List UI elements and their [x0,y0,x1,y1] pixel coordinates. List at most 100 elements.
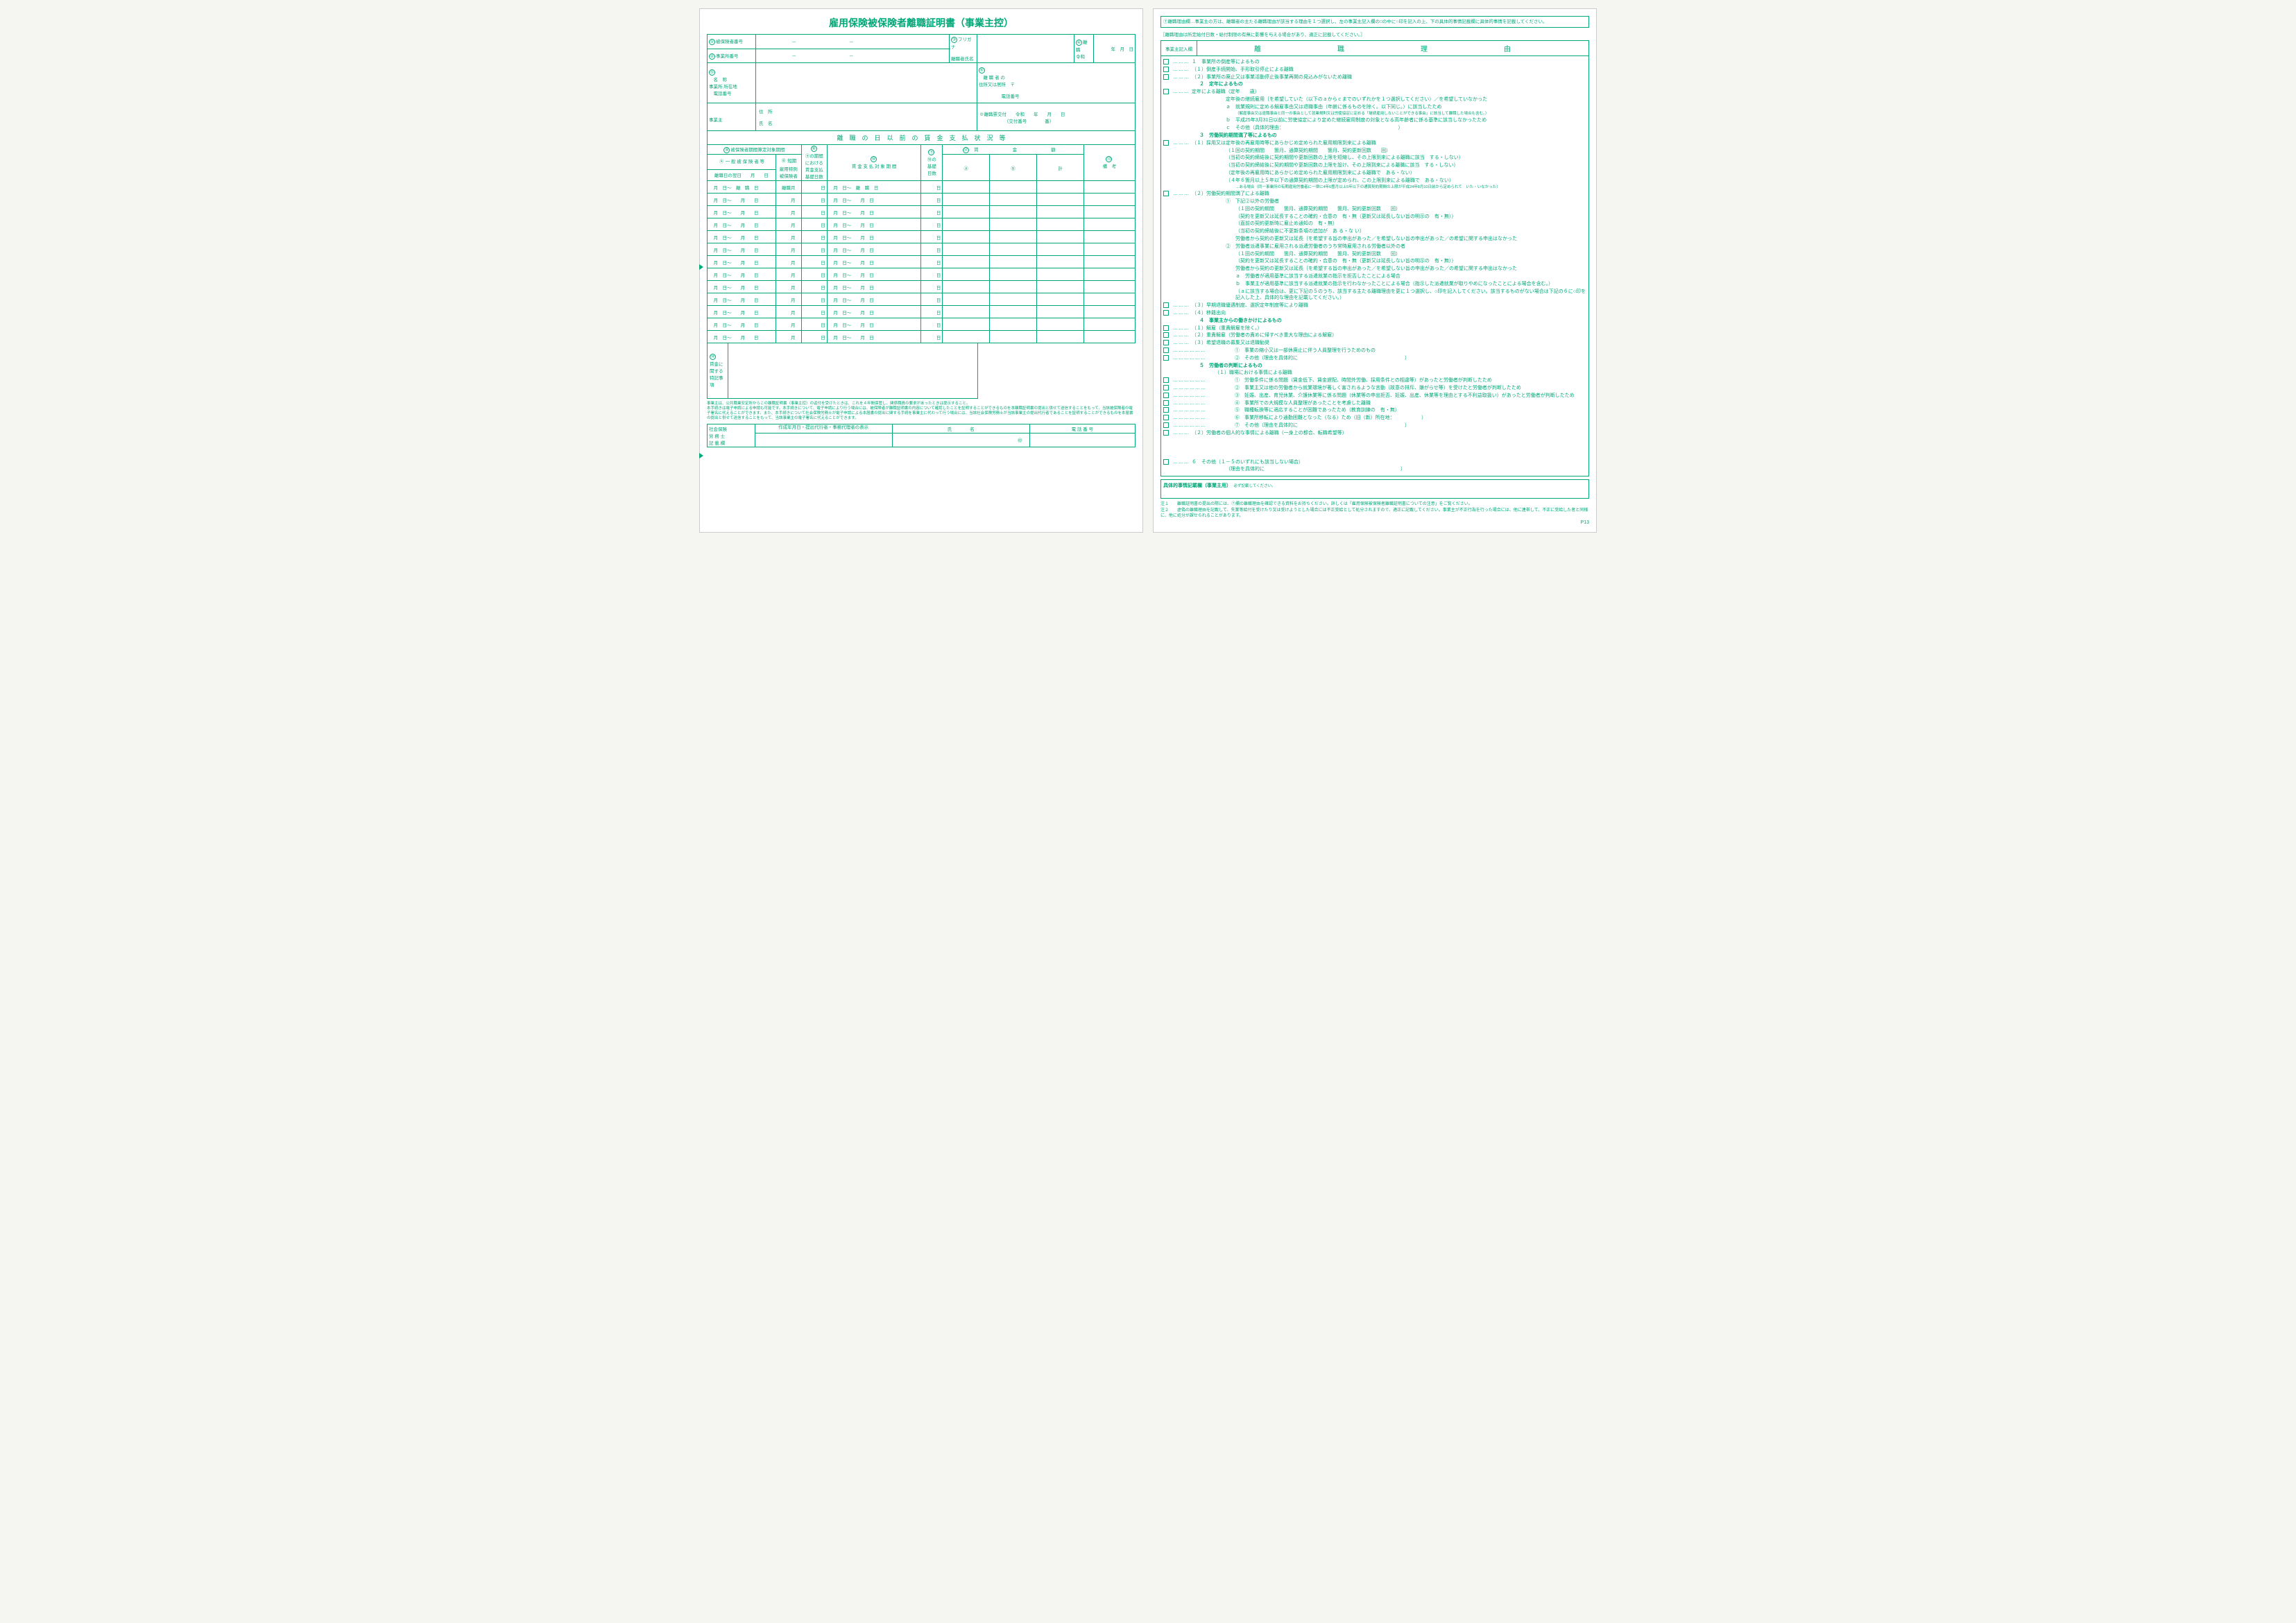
reason-line [1163,438,1586,458]
reason-line: ………………③ 妊娠、出産、育児休業、介護休業等に係る問題（休業等の申出拒否、妊… [1163,393,1586,400]
reason-line: ｂ 事業主が適用基準に該当する派遣就業の指示を行わなかったことによる場合（指示し… [1163,281,1586,288]
checkbox[interactable] [1163,340,1169,345]
checkbox[interactable] [1163,310,1169,316]
reason-line: ４ 事業主からの働きかけによるもの [1163,318,1586,325]
reason-line: （契約を更新又は延長することの確約・合意の 有・無（更新又は延長しない旨の明示の… [1163,214,1586,221]
page-number: P13 [1160,520,1589,525]
checkbox[interactable] [1163,377,1169,383]
reason-line: （契約を更新又は延長することの確約・合意の 有・無（更新又は延長しない旨の明示の… [1163,258,1586,265]
checkbox[interactable] [1163,140,1169,146]
top-note: ⑦離職理由欄…事業主の方は、離職者の主たる離職理由が該当する理由を１つ選択し、左… [1160,16,1589,28]
reason-line: ｂ 平成25年3月31日以前に労使協定により定めた継続雇用制度の対象となる高年齢… [1163,117,1586,124]
reason-line: （当初の契約締結後に契約期間や更新回数の上限を設け、その上限到来による離職に該当… [1163,162,1586,169]
reason-line: ………６ その他（１－５のいずれにも該当しない場合） [1163,459,1586,466]
checkbox[interactable] [1163,89,1169,94]
reason-line: ｃ その他（具体的理由： ） [1163,125,1586,132]
checkbox[interactable] [1163,332,1169,338]
reason-line: 労働者から契約の更新又は延長｛を希望する旨の申出があった／を希望しない旨の申出が… [1163,236,1586,243]
wage-row: 月 日～ 月 日 月日 月 日～ 月 日日 [708,331,1136,343]
wage-row: 月 日～ 月 日 月日 月 日～ 月 日日 [708,318,1136,331]
checkbox[interactable] [1163,415,1169,420]
reason-line: ………………⑦ その他（理由を具体的に ） [1163,422,1586,429]
reason-line: （１回の契約期間 箇月、通算契約期間 箇月、契約更新回数 回） [1163,148,1586,155]
reason-line: （４年６箇月以上５年以下の通算契約期間の上限が定められ、この上限到来による離職で… [1163,178,1586,184]
checkbox[interactable] [1163,393,1169,398]
right-page: ⑦離職理由欄…事業主の方は、離職者の主たる離職理由が該当する理由を１つ選択し、左… [1153,8,1597,533]
reason-line: （１回の契約期間 箇月、通算契約期間 箇月、契約更新回数 回） [1163,206,1586,213]
reason-line: （１）職場における事情による離職 [1163,370,1586,377]
sub-note: ［離職理由は所定給付日数・給付制限の有無に影響を与える場合があり、適正に記載して… [1160,31,1589,37]
reason-line: ② 労働者派遣事業に雇用される派遣労働者のうち常時雇用される労働者以外の者 [1163,243,1586,250]
reason-line: ………（３）希望退職の募集又は退職勧奨 [1163,340,1586,347]
checkbox[interactable] [1163,430,1169,436]
detail-box: 具体的事情記載欄（事業主用） 必ず記載してください。 [1160,479,1589,499]
reason-line: ………………⑥ 事業所移転により通勤困難となった（なる）ため（旧（新）所在地： … [1163,415,1586,422]
checkbox[interactable] [1163,325,1169,331]
reason-line: ………………② その他（理由を具体的に ） [1163,355,1586,362]
reason-line: （解雇事由又は退職事由と同一の事由として就業規則又は労使協定に定める「継続雇用し… [1163,112,1586,117]
reason-line: （定年後の再雇用時にあらかじめ定められた雇用期限到来による離職で ある・ない） [1163,170,1586,177]
checkbox[interactable] [1163,67,1169,72]
footnote: 注１ 離職証明書の提出の際には、⑦欄の離職理由を確認できる資料をお持ちください。… [1160,501,1589,507]
wage-row: 月 日～ 月 日 月日 月 日～ 月 日日 [708,218,1136,231]
reason-line: （当初の契約締結後に不更新条項の追加が あ る・な い） [1163,228,1586,235]
reason-line: ………………④ 事業所での大規模な人員整理があったことを考慮した離職 [1163,400,1586,407]
reason-line: ………（２）労働契約期間満了による離職 [1163,191,1586,198]
remarks-block: ⑭賃金に関する特記事項 [707,343,1136,399]
reason-line: （当初の契約締結後に契約期間や更新回数の上限を短縮し、その上限到来による離職に該… [1163,155,1586,162]
reason-line: ３ 労働契約期間満了等によるもの [1163,132,1586,139]
wage-row: 月 日～ 月 日 月日 月 日～ 月 日日 [708,243,1136,256]
triangle-marker [699,264,703,270]
reason-line: 労働者から契約の更新又は延長｛を希望する旨の申出があった／を希望しない旨の申出が… [1163,266,1586,273]
reason-title: 離 職 理 由 [1197,41,1589,56]
left-page: 雇用保険被保険者離職証明書（事業主控） ①被保険者番号 － － ③フリガナ離職者… [699,8,1143,533]
checkbox[interactable] [1163,355,1169,361]
checkbox[interactable] [1163,422,1169,428]
reason-line: ………（２）事業所の廃止又は事業活動停止後事業再開の見込みがないため離職 [1163,74,1586,81]
wage-row: 月 日～ 月 日 月日 月 日～ 月 日日 [708,194,1136,206]
reason-line: ………１ 事業所の倒産等によるもの [1163,59,1586,66]
reason-line: ………定年による離職（定年 歳） [1163,89,1586,96]
reason-line: （ａに該当する場合は、更に下記の５のうち、該当する主たる離職理由を更に１つ選択し… [1163,289,1586,302]
checkbox[interactable] [1163,407,1169,413]
reason-line: 定年後の継続雇用｛を希望していた（以下のａからｃまでのいずれかを１つ選択してくだ… [1163,96,1586,103]
wage-row: 月 日～ 月 日 月日 月 日～ 月 日日 [708,306,1136,318]
reason-line: ………（２）労働者の個人的な事情による離職（一身上の都合、転職希望等） [1163,430,1586,437]
reason-line: （直前の契約更新時に雇止め通知の 有・無） [1163,221,1586,227]
lbl-ymd: 年 月 日 [1094,35,1136,63]
reason-line: →ある場合（同一事業所の有期雇用労働者に一律に4年6箇月以上5年以下の通算契約期… [1163,185,1586,191]
triangle-marker [699,453,703,458]
wage-row: 月 日～ 月 日 月日 月 日～ 月 日日 [708,256,1136,268]
wage-row: 月 日～ 月 日 月日 月 日～ 月 日日 [708,293,1136,306]
checkbox[interactable] [1163,347,1169,353]
checkbox[interactable] [1163,191,1169,196]
checkbox[interactable] [1163,385,1169,390]
lbl-insured-no: 被保険者番号 [716,40,743,44]
reason-line: ５ 労働者の判断によるもの [1163,363,1586,370]
reason-header: 事業主記入欄 離 職 理 由 [1160,40,1589,56]
checkbox[interactable] [1163,400,1169,406]
lbl-name: 離職者氏名 [951,57,974,62]
reason-line: ………（３）早期退職優遇制度、選択定年制度等により離職 [1163,302,1586,309]
reason-line: ………………② 事業主又は他の労働者から就業環境が著しく害されるような言動（故意… [1163,385,1586,392]
reason-line: （１回の契約期間 箇月、通算契約期間 箇月、契約更新回数 回） [1163,251,1586,258]
checkbox[interactable] [1163,74,1169,80]
wage-row: 月 日～ 月 日 月日 月 日～ 月 日日 [708,268,1136,281]
wage-rows-table: 月 日～ 離 職 日離職月日 月 日～ 離 職 日日 月 日～ 月 日 月日 月… [707,180,1136,343]
section-title: 離 職 の 日 以 前 の 賃 金 支 払 状 況 等 [708,131,1136,145]
reason-line: ① 下記②以外の労働者 [1163,198,1586,205]
reason-line: ………………① 事業の縮小又は一部休廃止に伴う人員整理を行うためのもの [1163,347,1586,354]
reason-line: ａ 就業規則に定める解雇事由又は退職事由（年齢に係るものを除く。以下同じ。）に該… [1163,104,1586,111]
wage-row: 月 日～ 離 職 日離職月日 月 日～ 離 職 日日 [708,181,1136,194]
wage-row: 月 日～ 月 日 月日 月 日～ 月 日日 [708,206,1136,218]
reason-line: ………（１）採用又は定年後の再雇用時等にあらかじめ定められた雇用期限到来による離… [1163,140,1586,147]
right-notes: 注１ 離職証明書の提出の際には、⑦欄の離職理由を確認できる資料をお持ちください。… [1160,501,1589,519]
reasons-list: ………１ 事業所の倒産等によるもの………（１）倒産手続開始、手形取引停止による離… [1160,56,1589,476]
checkbox[interactable] [1163,59,1169,65]
reason-line: ２ 定年によるもの [1163,81,1586,88]
checkbox[interactable] [1163,459,1169,465]
checkbox[interactable] [1163,302,1169,308]
form-title: 雇用保険被保険者離職証明書（事業主控） [707,16,1136,30]
reason-line: （理由を具体的に ） [1163,466,1586,473]
reason-line: ………………⑤ 職種転換等に適応することが困難であったため（教育訓練の 有・無） [1163,407,1586,414]
